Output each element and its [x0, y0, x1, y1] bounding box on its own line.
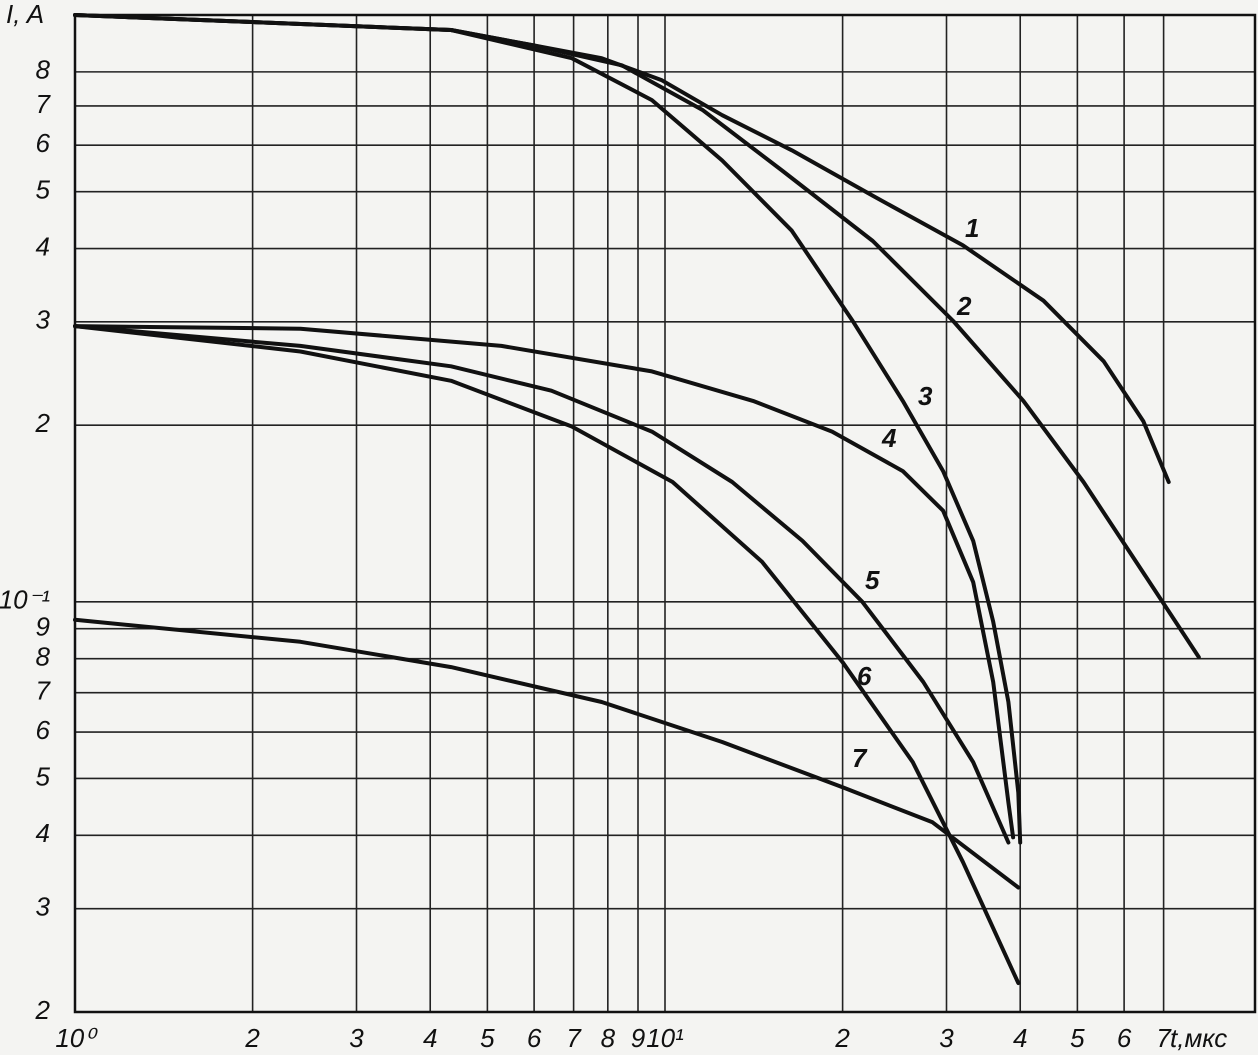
y-axis-label: I, A [6, 0, 44, 29]
x-tick-label: 10⁰ [55, 1023, 98, 1053]
x-tick-label: 2 [834, 1023, 850, 1053]
curve-label: 5 [865, 565, 880, 595]
x-tick-label: 6 [527, 1023, 542, 1053]
y-tick-label: 2 [35, 995, 51, 1025]
curve-label: 4 [881, 423, 897, 453]
y-tick-label: 5 [36, 175, 51, 205]
x-tick-label: 7 [566, 1023, 582, 1053]
curve [73, 13, 1023, 845]
x-tick-label: 5 [1070, 1023, 1085, 1053]
x-tick-label: 4 [1013, 1023, 1027, 1053]
y-tick-label: 7 [36, 89, 52, 119]
y-tick-label: 4 [36, 818, 50, 848]
curve [73, 13, 1201, 660]
y-tick-label: 4 [36, 231, 50, 261]
curve [73, 324, 1021, 986]
y-tick-label: 2 [35, 408, 51, 438]
x-tick-label: 4 [423, 1023, 437, 1053]
x-tick-label: 2 [244, 1023, 260, 1053]
y-tick-label: 8 [36, 55, 51, 85]
x-tick-label: 6 [1117, 1023, 1132, 1053]
x-tick-label: 9 [631, 1023, 645, 1053]
x-tick-label: 5 [480, 1023, 495, 1053]
curve-label: 7 [852, 743, 868, 773]
curve-label: 2 [956, 291, 972, 321]
y-tick-label: 3 [36, 892, 51, 922]
y-tick-label: 6 [36, 128, 51, 158]
y-tick-label: 5 [36, 761, 51, 791]
y-tick-label: 10⁻¹ [0, 585, 50, 615]
y-tick-label: 3 [36, 305, 51, 335]
curve [73, 617, 1021, 890]
curve-label: 3 [918, 381, 933, 411]
x-axis-label: t,мкс [1170, 1023, 1227, 1053]
x-tick-label: 3 [349, 1023, 364, 1053]
curve [73, 324, 1011, 845]
y-tick-label: 7 [36, 676, 52, 706]
x-tick-label: 8 [601, 1023, 616, 1053]
curve-label: 6 [857, 661, 872, 691]
y-tick-label: 6 [36, 715, 51, 745]
y-tick-label: 8 [36, 642, 51, 672]
plot-frame [73, 13, 1257, 1014]
x-tick-label: 7 [1156, 1023, 1172, 1053]
x-tick-label: 10¹ [646, 1023, 684, 1053]
curve-label: 1 [965, 213, 979, 243]
curve [73, 324, 1016, 840]
y-tick-label: 9 [36, 612, 50, 642]
x-tick-label: 3 [939, 1023, 954, 1053]
